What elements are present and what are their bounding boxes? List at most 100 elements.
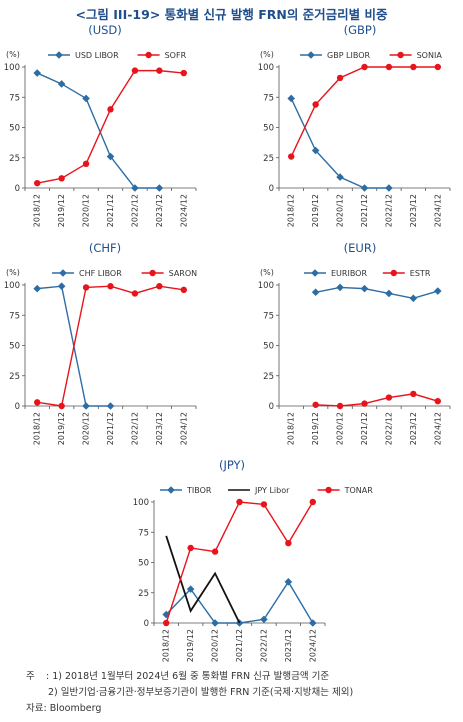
legend-label: USD LIBOR [75, 51, 119, 60]
data-point [131, 184, 139, 192]
legend-swatch-marker [307, 51, 315, 59]
data-point [236, 498, 243, 506]
x-tick-label: 2018/12 [287, 194, 296, 227]
y-tick-label: 0 [269, 184, 274, 194]
chart-panel-1: (GBP) (%) 0 25 50 75 100 2018/12 2019/12 2020/12 2… [258, 23, 451, 227]
data-point [433, 287, 442, 295]
legend-label: CHF LIBOR [79, 269, 122, 278]
data-point [361, 400, 368, 407]
chart-panel-2: (CHF) (%) 0 25 50 75 100 2018/12 2019/12 2020/12 2… [4, 241, 197, 445]
chart-title: (USD) [88, 23, 122, 37]
data-point [434, 63, 441, 71]
y-tick-label: 75 [9, 311, 20, 321]
data-point [360, 184, 369, 192]
data-point [163, 619, 170, 627]
legend-label: ESTR [410, 269, 431, 278]
data-point [311, 146, 320, 155]
legend-label: JPY Libor [254, 486, 290, 495]
data-point [385, 289, 393, 298]
data-point [385, 184, 393, 192]
chart-title: (GBP) [344, 23, 377, 37]
x-tick-label: 2018/12 [33, 194, 42, 227]
data-point [82, 402, 90, 410]
x-tick-label: 2021/12 [106, 194, 115, 227]
y-tick-label: 0 [269, 402, 274, 412]
data-point [309, 498, 316, 506]
x-tick-label: 2018/12 [287, 412, 296, 445]
x-tick-label: 2021/12 [235, 629, 244, 662]
x-tick-label: 2023/12 [155, 412, 164, 445]
y-tick-label: 100 [4, 281, 20, 291]
legend-label: SARON [169, 269, 198, 278]
y-tick-label: 25 [263, 372, 274, 382]
data-point [58, 402, 65, 410]
data-point [336, 74, 344, 82]
y-tick-label: 75 [138, 528, 149, 538]
y-tick-label: 0 [15, 402, 20, 412]
source-line: 자료: Bloomberg [26, 703, 102, 714]
x-tick-label: 2020/12 [336, 194, 345, 227]
data-point [33, 284, 42, 293]
legend-label: SOFR [165, 51, 187, 60]
y-unit-label: (%) [6, 50, 20, 59]
y-tick-label: 75 [263, 311, 274, 321]
y-tick-label: 25 [9, 372, 20, 382]
chart-panel-0: (USD) (%) 0 25 50 75 100 2018/12 2019/12 2020/12 2… [4, 23, 197, 227]
data-point [361, 63, 368, 71]
data-point [336, 283, 344, 292]
x-tick-label: 2024/12 [433, 194, 442, 227]
data-point [156, 67, 163, 74]
x-tick-label: 2021/12 [106, 412, 115, 445]
y-tick-label: 100 [258, 281, 274, 291]
x-tick-label: 2021/12 [360, 412, 369, 445]
data-point [107, 106, 114, 113]
legend-swatch-marker [325, 486, 332, 494]
legend-swatch-marker [55, 51, 63, 59]
y-tick-label: 100 [258, 63, 274, 73]
x-tick-label: 2022/12 [259, 629, 268, 662]
x-tick-label: 2021/12 [360, 194, 369, 227]
legend-swatch-marker [145, 51, 152, 59]
data-point [260, 615, 268, 624]
data-point [409, 294, 418, 303]
x-tick-label: 2022/12 [130, 194, 139, 227]
data-point [180, 286, 187, 294]
x-tick-label: 2020/12 [211, 629, 220, 662]
x-tick-label: 2024/12 [433, 412, 442, 445]
data-point [106, 152, 115, 161]
data-point [260, 501, 268, 508]
x-tick-label: 2023/12 [284, 629, 293, 662]
figure-title: <그림 III-19> 통화별 신규 발행 FRN의 준거금리별 비중 [75, 7, 388, 22]
series-line-1 [290, 66, 438, 157]
y-tick-label: 50 [9, 124, 20, 134]
y-tick-label: 75 [9, 93, 20, 103]
legend-label: SONIA [417, 51, 443, 60]
data-point [410, 390, 417, 398]
chart-title: (JPY) [219, 458, 245, 472]
series-line-1 [37, 69, 184, 184]
series-line-1 [37, 285, 184, 407]
chart-panel-4: (JPY) 0 25 50 75 100 2018/12 2019/12 2020/12 2021… [133, 458, 373, 662]
y-unit-label: (%) [260, 50, 274, 59]
y-unit-label: (%) [260, 268, 274, 277]
x-tick-label: 2018/12 [162, 629, 171, 662]
data-point [360, 284, 369, 293]
data-point [288, 153, 295, 160]
data-point [410, 63, 417, 71]
legend-label: EURIBOR [331, 269, 367, 278]
chart-title: (EUR) [344, 241, 377, 255]
x-tick-label: 2024/12 [179, 194, 188, 227]
data-point [312, 401, 319, 408]
data-point [312, 101, 319, 108]
data-point [336, 402, 344, 410]
data-point [211, 619, 219, 627]
x-tick-label: 2019/12 [311, 194, 320, 227]
data-point [107, 283, 114, 290]
data-point [131, 290, 139, 297]
data-point [287, 94, 296, 103]
data-point [336, 173, 344, 181]
legend-swatch-marker [311, 269, 319, 277]
data-point [57, 80, 66, 88]
note-line-1: 주: 1) 2018년 1월부터 2024년 6월 중 통화별 FRN 신규 발… [26, 669, 353, 685]
